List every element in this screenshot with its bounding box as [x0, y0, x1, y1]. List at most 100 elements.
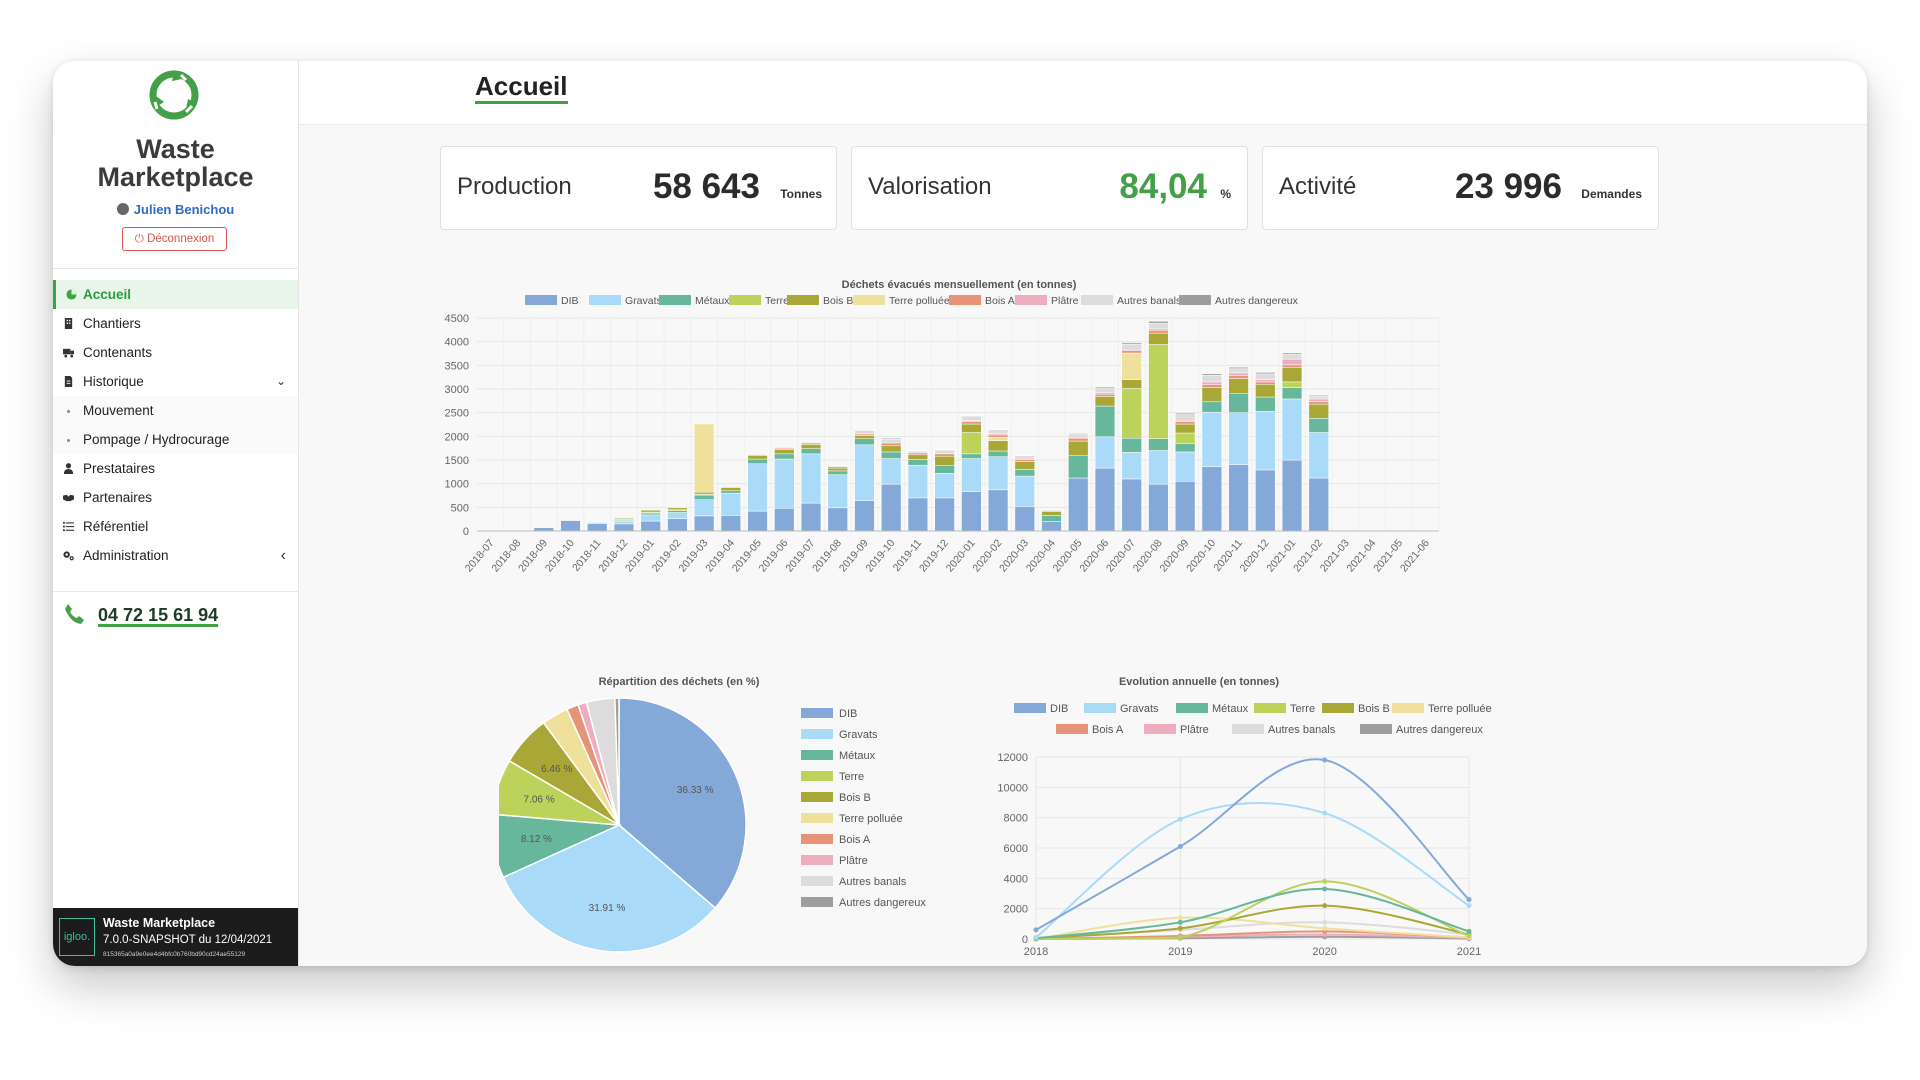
series-point	[1322, 810, 1328, 816]
bar-segment	[827, 474, 848, 509]
bar-segment	[987, 489, 1009, 532]
bar-segment	[747, 458, 768, 465]
series-point	[1322, 878, 1328, 884]
bar-segment	[694, 494, 715, 501]
legend-swatch	[801, 855, 833, 865]
nav-label: Mouvement	[83, 403, 154, 418]
series-point	[1177, 843, 1183, 849]
legend-swatch	[1015, 295, 1047, 305]
bar-segment	[1121, 350, 1142, 354]
legend-label: Bois B	[1358, 703, 1390, 715]
bar-segment	[961, 415, 982, 421]
bar-segment	[987, 440, 1009, 452]
series-line	[1035, 904, 1470, 940]
bar-segment	[774, 446, 795, 449]
user-name[interactable]: Julien Benichou	[53, 202, 298, 217]
main-content: Accueil Production 58 643 Tonnes Valoris…	[299, 61, 1867, 966]
y-tick-label: 10000	[997, 782, 1028, 794]
legend-swatch	[801, 813, 833, 823]
nav-label: Chantiers	[83, 316, 141, 331]
chart-title: Evolution annuelle (en tonnes)	[1119, 676, 1279, 688]
bar-segment	[1148, 483, 1169, 532]
legend-swatch	[1144, 724, 1176, 734]
y-tick-label: 2500	[445, 408, 469, 420]
app-window: Waste Marketplace Julien Benichou ⏻ Déco…	[53, 61, 1867, 966]
legend-swatch	[1232, 724, 1264, 734]
bar-segment	[694, 491, 715, 495]
series-point	[1322, 757, 1328, 763]
phone-link[interactable]: 04 72 15 61 94	[63, 603, 218, 626]
nav-item-mouvement[interactable]: Mouvement	[53, 396, 298, 425]
chart-title: Déchets évacués mensuellement (en tonnes…	[842, 279, 1077, 291]
bar-segment	[827, 467, 848, 472]
legend-swatch	[1360, 724, 1392, 734]
nav-label: Référentiel	[83, 519, 149, 534]
bar-segment	[827, 507, 848, 532]
chevron-down-icon: ⌄	[275, 374, 286, 388]
pie-slice	[614, 697, 620, 826]
bar-segment	[1068, 455, 1089, 479]
bar-segment	[1041, 521, 1062, 532]
bar-segment	[1308, 398, 1329, 403]
logout-button[interactable]: ⏻ Déconnexion	[122, 227, 227, 251]
bar-segment	[934, 455, 955, 466]
nav-label: Historique	[83, 374, 144, 389]
legend-swatch	[525, 295, 557, 305]
nav-item-partenaires[interactable]: Partenaires	[53, 483, 298, 512]
bar-segment	[1121, 388, 1142, 439]
nav-item-historique[interactable]: Historique ⌄	[53, 367, 298, 396]
y-tick-label: 4000	[445, 337, 469, 349]
bar-segment	[854, 435, 875, 439]
x-tick-label: 2019	[1168, 946, 1192, 958]
bar-segment	[961, 423, 982, 433]
footer-app-name: Waste Marketplace	[103, 916, 216, 930]
bar-segment	[1014, 455, 1035, 459]
bar-segment	[907, 450, 929, 454]
nav-item-referentiel[interactable]: Référentiel	[53, 512, 298, 541]
sidebar: Waste Marketplace Julien Benichou ⏻ Déco…	[53, 61, 299, 966]
bar-segment	[667, 512, 688, 519]
legend-label: Autres banals	[1268, 724, 1336, 736]
series-point	[1177, 934, 1183, 940]
nav-label: Contenants	[83, 345, 153, 360]
nav-item-accueil[interactable]: Accueil	[53, 280, 298, 309]
nav-label: Administration	[83, 548, 169, 563]
nav-item-chantiers[interactable]: Chantiers	[53, 309, 298, 338]
bar-segment	[987, 450, 1009, 457]
bar-segment	[640, 509, 661, 513]
series-point	[1466, 928, 1472, 934]
legend-label: Gravats	[1120, 703, 1159, 715]
bar-segment	[1121, 343, 1142, 350]
legend-swatch	[787, 295, 819, 305]
bar-segment	[1175, 414, 1196, 421]
building-icon	[64, 318, 73, 329]
nav-item-administration[interactable]: Administration ‹	[53, 541, 298, 570]
top-bar: Accueil	[299, 61, 1867, 125]
legend-swatch	[1081, 295, 1113, 305]
series-point	[1466, 933, 1472, 939]
bar-segment	[881, 445, 902, 453]
series-point	[1033, 934, 1039, 940]
monthly-bar-chart: Déchets évacués mensuellement (en tonnes…	[445, 279, 1440, 574]
bar-segment	[1281, 459, 1303, 532]
bar-segment	[800, 441, 822, 444]
bar-segment	[1308, 418, 1329, 433]
kpi-label: Valorisation	[868, 173, 992, 200]
bar-segment	[560, 520, 581, 532]
legend-label: Métaux	[1212, 703, 1249, 715]
series-line	[1035, 887, 1470, 940]
bar-segment	[747, 453, 768, 456]
bar-segment	[1014, 461, 1035, 470]
legend-label: Métaux	[839, 750, 876, 762]
bar-segment	[961, 432, 982, 455]
y-tick-label: 2000	[1004, 904, 1028, 916]
nav-item-contenants[interactable]: Contenants	[53, 338, 298, 367]
bar-segment	[1068, 477, 1089, 532]
y-tick-label: 6000	[1004, 843, 1028, 855]
user-name-label: Julien Benichou	[133, 202, 235, 217]
nav-item-pompage[interactable]: Pompage / Hydrocurage	[53, 425, 298, 454]
bar-segment	[613, 517, 635, 520]
bar-segment	[881, 458, 902, 485]
nav-item-prestataires[interactable]: Prestataires	[53, 454, 298, 483]
legend-label: Autres dangereux	[1396, 724, 1483, 736]
